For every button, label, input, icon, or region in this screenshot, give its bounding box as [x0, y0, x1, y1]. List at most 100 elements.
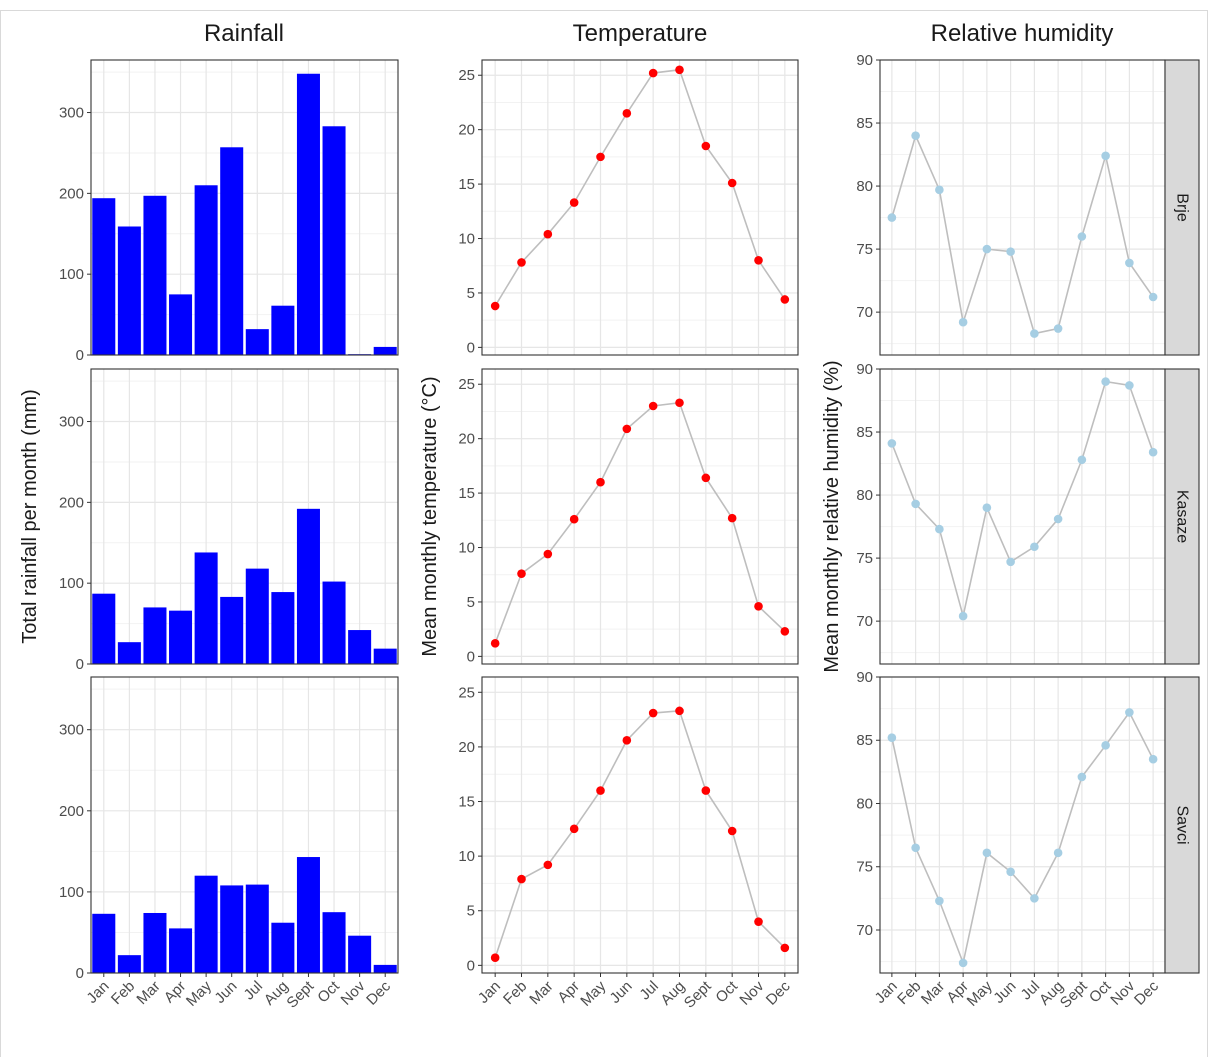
point-kasaze-jul — [648, 401, 658, 411]
point-savci-apr — [958, 958, 968, 968]
point-brje-oct — [727, 178, 737, 188]
point-kasaze-nov — [754, 602, 763, 611]
point-brje-apr — [569, 198, 579, 207]
bar-brje-jul — [245, 329, 269, 355]
point-kasaze-oct — [727, 513, 737, 523]
y-tick-label: 70 — [856, 922, 873, 939]
y-tick-label: 20 — [458, 739, 475, 756]
y-tick-label: 10 — [458, 848, 475, 865]
y-tick-label: 90 — [856, 669, 873, 686]
point-brje-jul — [1030, 329, 1039, 338]
y-tick-label: 200 — [59, 185, 84, 202]
x-tick-label-apr: Apr — [554, 978, 583, 1007]
panel-background — [91, 677, 398, 973]
y-tick-label: 70 — [856, 613, 873, 630]
point-kasaze-aug — [675, 398, 684, 408]
bar-kasaze-jan — [92, 593, 116, 664]
y-tick-label: 0 — [76, 347, 84, 364]
y-tick-label: 85 — [856, 424, 873, 441]
y-tick-label: 10 — [458, 231, 475, 248]
point-kasaze-jul — [1030, 542, 1039, 552]
y-tick-label: 75 — [856, 241, 873, 258]
point-kasaze-dec — [780, 627, 790, 636]
bar-savci-dec — [373, 964, 397, 973]
series-line-savci — [494, 710, 786, 958]
y-axis-label-rainfall: Total rainfall per month (mm) — [19, 389, 41, 644]
bar-savci-mar — [143, 912, 167, 973]
point-brje-dec — [1148, 292, 1158, 302]
point-brje-mar — [543, 229, 553, 239]
column-title-temperature: Temperature — [573, 20, 708, 47]
bar-kasaze-apr — [169, 610, 193, 664]
bar-savci-apr — [169, 928, 193, 973]
point-savci-jul — [648, 708, 658, 718]
panel-border — [90, 59, 399, 356]
x-tick-label-oct: Oct — [712, 977, 741, 1006]
point-brje-jan — [490, 301, 500, 311]
point-brje-feb — [517, 258, 526, 267]
point-kasaze-jun — [1006, 557, 1015, 567]
column-title-rainfall: Rainfall — [204, 20, 284, 47]
bar-savci-nov — [348, 935, 372, 973]
bar-kasaze-dec — [373, 648, 397, 664]
panel-rainfall-brje: 0 100 200 300 — [59, 59, 399, 364]
x-tick-label-jan: Jan — [83, 978, 112, 1007]
y-tick-label: 200 — [59, 803, 84, 820]
y-tick-label: 80 — [856, 178, 873, 195]
bar-savci-sept — [296, 857, 320, 973]
panel-background — [482, 677, 798, 973]
point-brje-dec — [780, 295, 790, 304]
bar-brje-mar — [143, 195, 167, 355]
panel-background — [880, 677, 1165, 973]
point-brje-jun — [1006, 247, 1015, 256]
y-tick-label: 75 — [856, 859, 873, 876]
series-line-savci — [891, 710, 1154, 966]
x-tick-label-aug: Aug — [657, 978, 688, 1009]
point-savci-jan — [490, 953, 500, 963]
point-savci-jun — [622, 736, 632, 745]
x-tick-label-mar: Mar — [133, 978, 163, 1008]
panel-border — [90, 368, 399, 665]
y-tick-label: 90 — [856, 52, 873, 69]
panel-background — [482, 60, 798, 355]
bar-kasaze-jul — [245, 568, 269, 664]
point-kasaze-may — [596, 477, 605, 487]
y-tick-label: 90 — [856, 361, 873, 378]
series-line-brje — [494, 68, 786, 307]
bar-kasaze-feb — [117, 642, 141, 664]
point-kasaze-mar — [935, 524, 944, 534]
bar-savci-feb — [117, 955, 141, 973]
point-kasaze-sept — [1077, 455, 1087, 465]
series-line-kasaze — [494, 401, 786, 644]
x-tick-label-apr: Apr — [161, 978, 190, 1007]
panel-temperature-kasaze: 0 5 10 15 20 25 — [458, 368, 799, 665]
point-kasaze-nov — [1125, 381, 1134, 390]
point-kasaze-feb — [911, 499, 920, 509]
point-savci-oct — [727, 826, 737, 836]
y-tick-label: 5 — [467, 594, 475, 611]
point-kasaze-feb — [517, 569, 526, 578]
y-tick-label: 10 — [458, 540, 475, 557]
x-tick-label-jun: Jun — [990, 978, 1019, 1007]
point-savci-nov — [754, 917, 763, 926]
point-savci-feb — [911, 843, 920, 853]
point-savci-dec — [1148, 754, 1158, 764]
point-savci-may — [596, 786, 605, 795]
facet-label-kasaze: Kasaze — [1174, 490, 1191, 543]
point-brje-apr — [958, 317, 968, 327]
point-savci-may — [982, 848, 992, 858]
y-tick-label: 15 — [458, 794, 475, 811]
point-kasaze-jan — [887, 439, 897, 448]
bar-brje-feb — [117, 226, 141, 355]
point-savci-sept — [701, 786, 711, 795]
page-border — [0, 10, 1208, 1057]
y-tick-label: 20 — [458, 431, 475, 448]
x-tick-label-mar: Mar — [526, 978, 556, 1008]
bar-savci-jul — [245, 884, 269, 973]
panel-humidity-savci: 7075808590JanFebMarAprMayJunJulAugSeptOc… — [856, 669, 1200, 1012]
x-tick-label-may: May — [183, 977, 215, 1009]
x-tick-label-sept: Sept — [283, 977, 317, 1011]
